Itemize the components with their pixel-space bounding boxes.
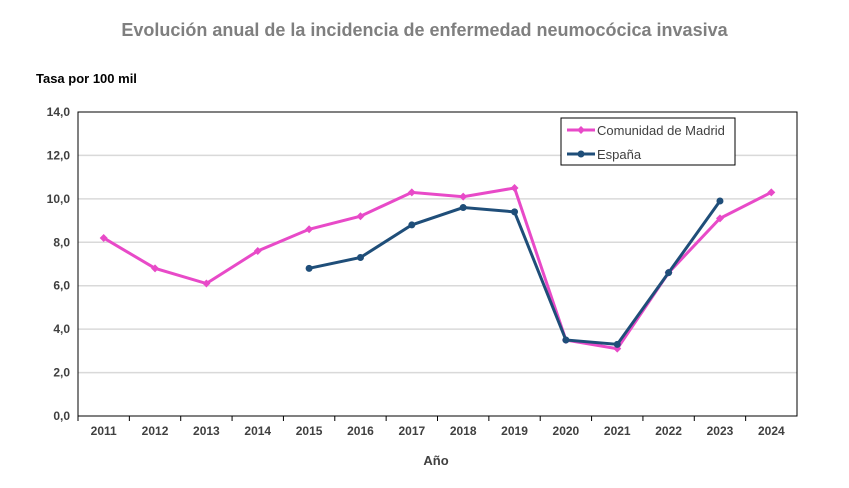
x-tick-label: 2015 [296, 424, 323, 438]
x-axis-label: Año [423, 453, 449, 468]
y-tick-label: 4,0 [53, 322, 70, 336]
legend-label: Comunidad de Madrid [597, 123, 725, 138]
data-point [253, 246, 262, 255]
y-tick-label: 12,0 [47, 148, 71, 162]
data-point [356, 253, 364, 261]
x-tick-label: 2011 [91, 424, 117, 438]
x-tick-label: 2017 [398, 424, 425, 438]
y-tick-label: 10,0 [47, 192, 71, 206]
x-tick-label: 2014 [244, 424, 271, 438]
x-tick-label: 2021 [604, 424, 631, 438]
y-tick-label: 0,0 [53, 409, 70, 423]
legend-marker [577, 126, 585, 134]
y-tick-label: 2,0 [53, 366, 70, 380]
data-point [613, 340, 621, 348]
chart-title: Evolución anual de la incidencia de enfe… [121, 20, 728, 40]
data-point [767, 188, 776, 197]
data-point [459, 204, 467, 212]
legend [560, 117, 736, 166]
data-point [151, 264, 160, 273]
data-point [511, 208, 519, 216]
data-point [407, 188, 416, 197]
x-tick-label: 2020 [553, 424, 580, 438]
data-point [99, 233, 108, 242]
y-axis-label: Tasa por 100 mil [36, 71, 137, 86]
data-point [562, 336, 570, 344]
legend-marker [577, 150, 585, 158]
x-tick-label: 2019 [501, 424, 528, 438]
legend-label: España [597, 147, 642, 162]
x-tick-label: 2013 [193, 424, 220, 438]
data-point [459, 192, 468, 201]
y-tick-label: 6,0 [53, 279, 70, 293]
x-tick-label: 2022 [655, 424, 682, 438]
data-point [202, 279, 211, 288]
data-point [356, 212, 365, 221]
series-line-1 [308, 200, 722, 346]
x-tick-label: 2024 [758, 424, 785, 438]
data-point [305, 264, 313, 272]
data-point [510, 184, 519, 192]
data-point [716, 197, 724, 205]
x-tick-label: 2016 [347, 424, 374, 438]
x-tick-label: 2012 [142, 424, 169, 438]
data-point [305, 225, 314, 234]
x-tick-label: 2023 [707, 424, 734, 438]
y-tick-label: 14,0 [47, 105, 71, 119]
data-point [665, 269, 673, 277]
x-tick-label: 2018 [450, 424, 477, 438]
y-tick-label: 8,0 [53, 235, 70, 249]
data-point [408, 221, 416, 229]
data-point [715, 214, 724, 223]
